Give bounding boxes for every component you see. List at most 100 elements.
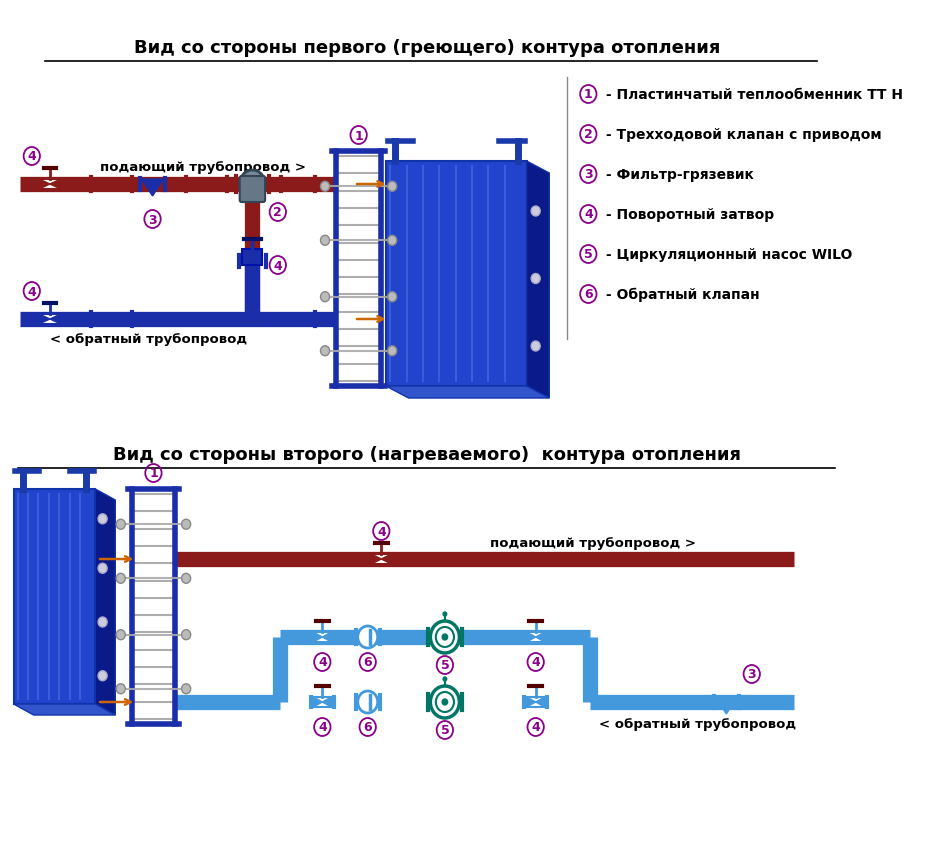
Polygon shape	[39, 314, 61, 325]
Polygon shape	[322, 632, 332, 642]
Text: 4: 4	[27, 285, 36, 298]
Polygon shape	[715, 697, 737, 714]
Circle shape	[387, 182, 397, 192]
Polygon shape	[322, 697, 332, 707]
Polygon shape	[536, 697, 545, 707]
Polygon shape	[13, 704, 116, 715]
Text: подающий трубопровод >: подающий трубопровод >	[491, 536, 697, 549]
Circle shape	[436, 692, 454, 712]
Circle shape	[321, 347, 330, 356]
Polygon shape	[39, 314, 50, 325]
Text: 6: 6	[364, 721, 372, 734]
Text: 6: 6	[584, 288, 592, 301]
Polygon shape	[536, 632, 545, 642]
FancyBboxPatch shape	[240, 177, 265, 203]
Circle shape	[321, 236, 330, 246]
Circle shape	[98, 515, 107, 524]
Text: 4: 4	[531, 656, 540, 669]
Text: 3: 3	[149, 213, 157, 227]
Polygon shape	[385, 387, 549, 399]
Text: Вид со стороны второго (нагреваемого)  контура отопления: Вид со стороны второго (нагреваемого) ко…	[113, 446, 741, 463]
Text: 3: 3	[747, 668, 756, 681]
Text: 2: 2	[584, 129, 593, 141]
Circle shape	[387, 236, 397, 246]
Circle shape	[531, 342, 540, 352]
Polygon shape	[313, 697, 322, 707]
Polygon shape	[95, 489, 116, 715]
Text: 1: 1	[354, 130, 363, 142]
Text: 4: 4	[318, 721, 327, 734]
Polygon shape	[39, 180, 61, 190]
Text: 4: 4	[377, 525, 385, 538]
Circle shape	[117, 520, 125, 530]
Circle shape	[531, 207, 540, 216]
Circle shape	[181, 573, 191, 584]
Text: 4: 4	[584, 208, 593, 222]
Circle shape	[443, 677, 446, 682]
Text: 4: 4	[274, 259, 282, 272]
Text: - Фильтр-грязевик: - Фильтр-грязевик	[601, 168, 754, 181]
Polygon shape	[385, 162, 526, 387]
Circle shape	[358, 691, 378, 713]
Text: - Пластинчатый теплообменник ТТ Н: - Пластинчатый теплообменник ТТ Н	[601, 88, 903, 102]
Polygon shape	[50, 314, 61, 325]
Circle shape	[98, 563, 107, 573]
Polygon shape	[526, 632, 545, 642]
Polygon shape	[50, 180, 61, 190]
Circle shape	[117, 630, 125, 640]
Text: < обратный трубопровод: < обратный трубопровод	[50, 333, 247, 346]
Text: 4: 4	[27, 150, 36, 164]
Text: 5: 5	[441, 659, 449, 671]
Polygon shape	[526, 162, 549, 399]
FancyBboxPatch shape	[243, 250, 262, 266]
Text: подающий трубопровод >: подающий трубопровод >	[100, 160, 306, 173]
Polygon shape	[313, 632, 322, 642]
Text: 5: 5	[441, 723, 449, 737]
Text: 1: 1	[149, 467, 158, 480]
Circle shape	[431, 686, 460, 718]
Circle shape	[442, 634, 447, 640]
Polygon shape	[526, 697, 545, 707]
Circle shape	[117, 573, 125, 584]
Circle shape	[431, 621, 460, 653]
Polygon shape	[526, 632, 536, 642]
Text: 6: 6	[364, 656, 372, 669]
Polygon shape	[39, 180, 50, 190]
Polygon shape	[371, 555, 382, 564]
Text: 4: 4	[318, 656, 327, 669]
Circle shape	[531, 274, 540, 285]
Circle shape	[181, 630, 191, 640]
Circle shape	[98, 671, 107, 681]
Circle shape	[436, 627, 454, 648]
Circle shape	[387, 347, 397, 356]
Polygon shape	[371, 555, 391, 564]
Text: - Циркуляционный насос WILO: - Циркуляционный насос WILO	[601, 248, 853, 262]
Circle shape	[240, 170, 265, 199]
Circle shape	[443, 613, 446, 616]
Circle shape	[358, 626, 378, 648]
Polygon shape	[382, 555, 391, 564]
Text: 2: 2	[274, 206, 282, 219]
Text: 5: 5	[584, 248, 593, 262]
Circle shape	[321, 182, 330, 192]
Circle shape	[321, 292, 330, 302]
Polygon shape	[526, 697, 536, 707]
Circle shape	[98, 618, 107, 627]
Circle shape	[117, 684, 125, 694]
Polygon shape	[313, 697, 332, 707]
Polygon shape	[313, 632, 332, 642]
Polygon shape	[13, 489, 95, 704]
Text: < обратный трубопровод: < обратный трубопровод	[599, 717, 796, 731]
Text: 4: 4	[531, 721, 540, 734]
Text: - Трехходовой клапан с приводом: - Трехходовой клапан с приводом	[601, 128, 882, 141]
Text: - Поворотный затвор: - Поворотный затвор	[601, 208, 775, 222]
Text: 3: 3	[584, 169, 592, 181]
Text: 1: 1	[584, 89, 593, 101]
Text: - Обратный клапан: - Обратный клапан	[601, 287, 760, 302]
Circle shape	[442, 699, 447, 705]
Circle shape	[181, 520, 191, 530]
Circle shape	[387, 292, 397, 302]
Polygon shape	[142, 180, 164, 197]
Circle shape	[181, 684, 191, 694]
Text: Вид со стороны первого (греющего) контура отопления: Вид со стороны первого (греющего) контур…	[133, 39, 720, 57]
